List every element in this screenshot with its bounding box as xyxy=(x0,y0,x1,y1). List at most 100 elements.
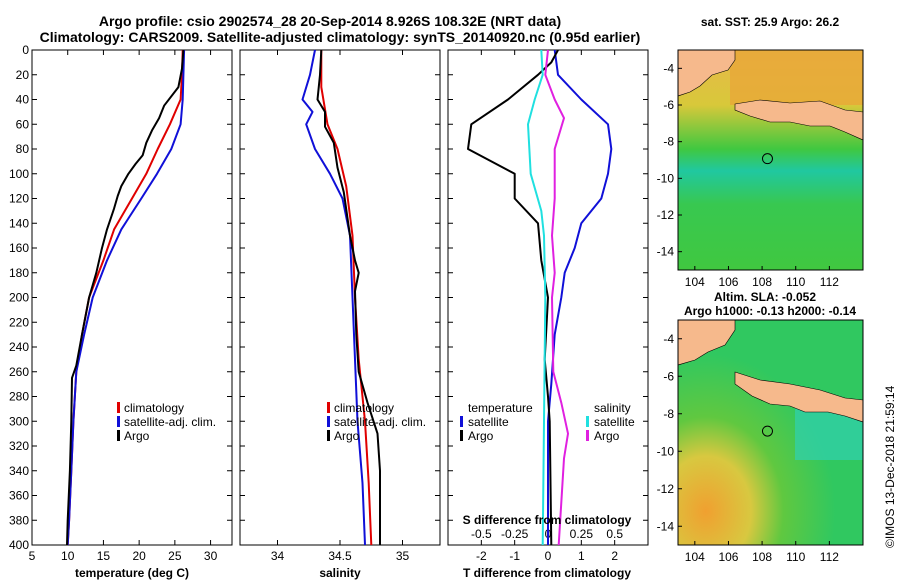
legend-swatch-argo xyxy=(460,430,463,441)
depth-tick-label: 260 xyxy=(9,365,29,379)
temperature-axis-ticks: 5 10 15 20 25 30 xyxy=(29,50,218,563)
legend-swatch-satellite xyxy=(327,416,330,427)
s-diff-tick-label: 0.5 xyxy=(606,527,623,541)
series-satellite-adj-clim- xyxy=(301,49,366,546)
legend-temperature-argo: Argo xyxy=(468,429,494,443)
x-tick-label: 10 xyxy=(61,549,75,563)
lat-tick-label: -10 xyxy=(657,171,675,185)
x-tick-label: 0 xyxy=(545,549,552,563)
legend-satellite: satellite-adj. clim. xyxy=(334,415,426,429)
difference-axis-ticks: -2 -1 0 1 2-0.5 -0.25 0 0.25 0.5 xyxy=(471,50,623,563)
salinity-panel: 34 34.5 35 salinity climatology satellite-… xyxy=(239,49,441,580)
lat-tick-label: -6 xyxy=(663,369,674,383)
series-salinity-argo xyxy=(544,49,569,546)
sst-map-lon-ticks: 104 106 108 110 112 xyxy=(685,266,839,289)
depth-tick-label: 380 xyxy=(9,513,29,527)
depth-axis-ticks: 0 20 40 60 80 100 120 140 160 180 200 220 240 260 280 3… xyxy=(9,43,232,552)
x-tick-label: 34.5 xyxy=(328,549,352,563)
legend-swatch-climatology xyxy=(117,402,120,413)
sla-map-lat-ticks: -4 -6 -8 -10 -12 -14 xyxy=(657,332,682,533)
legend-swatch-satellite xyxy=(117,416,120,427)
lat-tick-label: -8 xyxy=(663,135,674,149)
sla-map: Altim. SLA: -0.052 Argo h1000: -0.13 h20… xyxy=(657,290,864,564)
depth-tick-label: 280 xyxy=(9,390,29,404)
lon-tick-label: 110 xyxy=(786,275,805,289)
java-land xyxy=(734,99,863,141)
lon-tick-label: 106 xyxy=(718,275,738,289)
legend-temperature-title: temperature xyxy=(468,401,533,415)
sla-map-lon-ticks: 104 106 108 110 112 xyxy=(685,541,839,564)
lon-tick-label: 104 xyxy=(685,550,705,564)
s-diff-tick-label: 0.25 xyxy=(570,527,594,541)
argo-location-marker xyxy=(761,425,773,437)
series-salinity-satellite xyxy=(527,49,547,546)
depth-tick-label: 340 xyxy=(9,464,29,478)
salinity-axis-label: salinity xyxy=(319,566,361,580)
x-tick-label: 5 xyxy=(29,549,36,563)
depth-tick-label: 220 xyxy=(9,315,29,329)
difference-panel: -2 -1 0 1 2-0.5 -0.25 0 0.25 0.5 S difference fr… xyxy=(447,49,649,580)
sla-map-subtitle: Argo h1000: -0.13 h2000: -0.14 xyxy=(684,304,856,318)
depth-tick-label: 320 xyxy=(9,439,29,453)
salinity-axis-ticks: 34 34.5 35 xyxy=(271,50,410,563)
difference-legend-salinity: salinity satellite Argo xyxy=(586,401,635,443)
sst-warm-patch xyxy=(730,50,863,105)
x-tick-label: 2 xyxy=(611,549,618,563)
sst-map: sat. SST: 25.9 Argo: 26.2 -4 -6 -8 -10 -12 -1… xyxy=(657,15,864,289)
lat-tick-label: -4 xyxy=(663,332,674,346)
x-tick-label: 1 xyxy=(578,549,585,563)
temperature-plot-frame xyxy=(31,49,233,546)
lon-tick-label: 108 xyxy=(752,550,772,564)
legend-climatology: climatology xyxy=(334,401,394,415)
lon-tick-label: 112 xyxy=(820,275,839,289)
salinity-legend: climatology satellite-adj. clim. Argo xyxy=(327,401,426,443)
sst-map-lat-ticks: -4 -6 -8 -10 -12 -14 xyxy=(657,61,682,259)
lat-tick-label: -6 xyxy=(663,98,674,112)
x-tick-label: -1 xyxy=(509,549,520,563)
series-argo xyxy=(316,49,381,545)
s-diff-tick-label: -0.5 xyxy=(471,527,492,541)
legend-swatch-salinity-argo xyxy=(586,430,589,441)
depth-tick-label: 0 xyxy=(22,43,29,57)
legend-swatch-satellite xyxy=(460,416,463,427)
java-land xyxy=(734,371,863,423)
salinity-series xyxy=(301,49,381,546)
argo-location-marker xyxy=(761,153,773,165)
x-tick-label: 25 xyxy=(168,549,182,563)
x-tick-label: 15 xyxy=(97,549,111,563)
sumatra-land xyxy=(678,50,736,97)
sla-map-frame xyxy=(677,319,864,546)
series-temperature-argo xyxy=(467,49,559,546)
depth-tick-label: 160 xyxy=(9,241,29,255)
depth-tick-label: 300 xyxy=(9,414,29,428)
lat-tick-label: -12 xyxy=(657,482,675,496)
lon-tick-label: 112 xyxy=(820,550,839,564)
series-satellite-adj-clim- xyxy=(66,49,186,546)
t-difference-axis-label: T difference from climatology xyxy=(463,566,631,580)
lat-tick-label: -8 xyxy=(663,407,674,421)
x-tick-label: 34 xyxy=(271,549,285,563)
salinity-depth-ticks xyxy=(240,49,440,546)
depth-tick-label: 360 xyxy=(9,489,29,503)
x-tick-label: 35 xyxy=(396,549,410,563)
lon-tick-label: 108 xyxy=(752,275,772,289)
depth-tick-label: 100 xyxy=(9,167,29,181)
difference-depth-ticks xyxy=(448,49,648,546)
sla-map-title: Altim. SLA: -0.052 xyxy=(714,290,816,304)
x-tick-label: 30 xyxy=(204,549,218,563)
lat-tick-label: -12 xyxy=(657,208,675,222)
depth-tick-label: 60 xyxy=(16,117,30,131)
legend-salinity-argo: Argo xyxy=(594,429,620,443)
legend-salinity-satellite: satellite xyxy=(594,415,635,429)
sst-map-frame xyxy=(677,49,864,271)
depth-tick-label: 20 xyxy=(16,68,30,82)
difference-legend-temperature: temperature satellite Argo xyxy=(460,401,533,443)
depth-tick-label: 140 xyxy=(9,216,29,230)
figure-title-line-2: Climatology: CARS2009. Satellite-adjuste… xyxy=(40,29,641,45)
sumatra-land xyxy=(678,320,736,366)
lon-tick-label: 104 xyxy=(685,275,705,289)
legend-climatology: climatology xyxy=(124,401,184,415)
salinity-plot-frame xyxy=(239,49,441,546)
depth-tick-label: 180 xyxy=(9,266,29,280)
